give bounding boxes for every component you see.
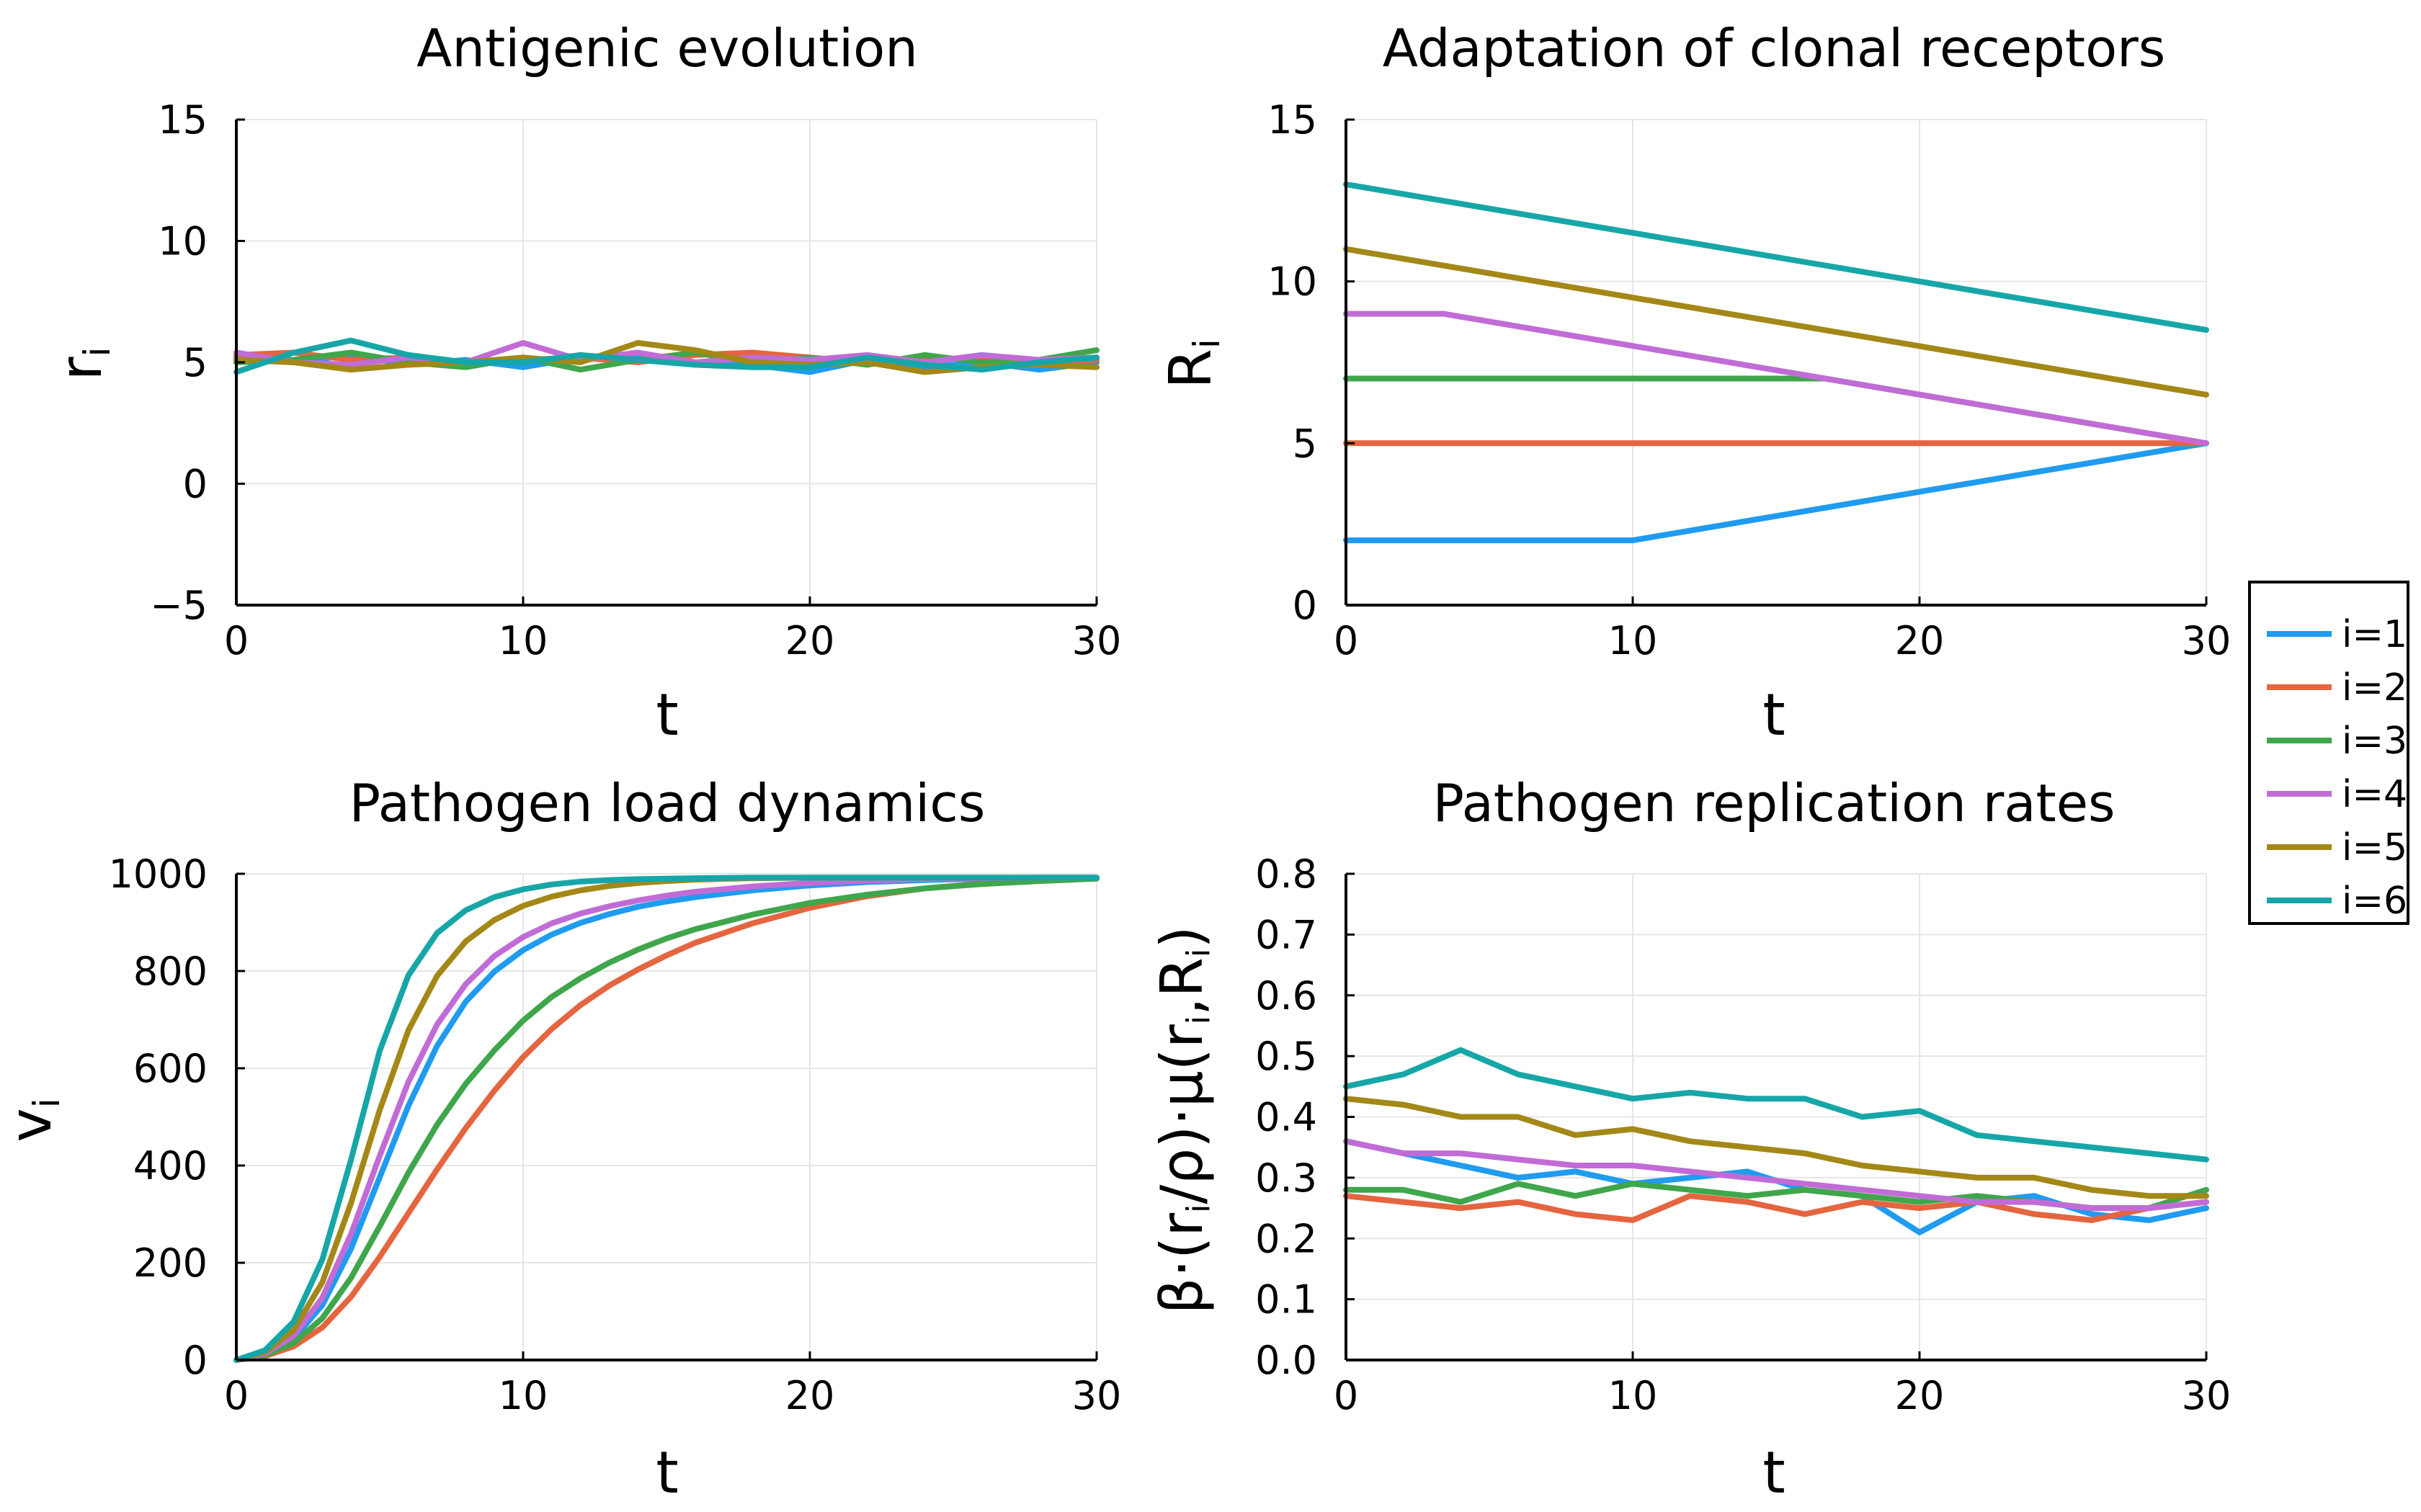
- y-axis-label-part: i: [1180, 1016, 1217, 1024]
- x-tick-label: 20: [1895, 618, 1945, 663]
- x-axis-label: t: [1762, 1439, 1785, 1506]
- legend-label: i=5: [2342, 826, 2407, 869]
- legend-label: i=4: [2342, 773, 2407, 816]
- x-tick-label: 20: [785, 1373, 835, 1418]
- y-tick-label: 5: [183, 340, 208, 385]
- series-line-i=4: [1343, 310, 2209, 447]
- y-axis-label-part: i: [1180, 949, 1217, 957]
- y-tick-label: 0.0: [1255, 1338, 1317, 1383]
- series-line-i=6: [233, 874, 1100, 1363]
- y-axis-label: ri: [48, 347, 118, 381]
- series-line-i=6: [1343, 181, 2209, 334]
- x-axis-label: t: [656, 1439, 678, 1506]
- y-tick-label: 800: [133, 949, 208, 994]
- y-tick-label: 0.4: [1255, 1095, 1317, 1140]
- y-tick-label: 600: [133, 1046, 208, 1091]
- y-tick-label: 0.1: [1255, 1277, 1317, 1323]
- chart-title: Pathogen load dynamics: [349, 773, 986, 833]
- x-tick-label: 10: [499, 1373, 548, 1418]
- y-axis-label-subscript: i: [1186, 339, 1228, 349]
- x-tick-label: 0: [224, 1373, 249, 1418]
- y-axis-label-part: i: [1180, 1204, 1217, 1213]
- y-tick-label: 0: [183, 462, 208, 507]
- y-tick-label: 1000: [109, 851, 208, 897]
- series-line-i=2: [1343, 1193, 2209, 1223]
- y-axis-label-part: β·(r: [1149, 1213, 1216, 1315]
- y-axis-label: β·(ri/ρ)·μ(ri,Ri): [1149, 926, 1217, 1315]
- y-tick-label: 200: [133, 1240, 208, 1286]
- legend-label: i=3: [2342, 720, 2407, 763]
- legend: i=1 i=2 i=3 i=4 i=5 i=6: [2248, 581, 2409, 925]
- panel-adaptation-of-clonal-receptors: Adaptation of clonal receptors t Ri 0 10 2…: [1157, 18, 2231, 748]
- y-axis-label: Ri: [1157, 339, 1228, 389]
- legend-label: i=6: [2342, 880, 2407, 923]
- chart-title: Antigenic evolution: [416, 18, 918, 79]
- y-tick-label: 15: [1267, 97, 1317, 143]
- series-line-i=3: [1343, 375, 2209, 447]
- legend-label: i=2: [2342, 666, 2407, 710]
- x-tick-label: 10: [499, 618, 548, 663]
- y-tick-label: 5: [1293, 421, 1317, 466]
- x-tick-label: 20: [785, 618, 835, 663]
- y-tick-label: 15: [158, 97, 208, 143]
- y-tick-label: 0: [183, 1338, 208, 1383]
- y-axis-label-part: ): [1149, 926, 1216, 949]
- y-axis-label-subscript: i: [26, 1098, 68, 1108]
- series-line-i=4: [233, 340, 1100, 368]
- x-tick-label: 10: [1608, 618, 1658, 663]
- panel-pathogen-load-dynamics: Pathogen load dynamics t vi 0 10 20 30 0 200 4…: [0, 773, 1121, 1506]
- y-tick-label: 0: [1293, 583, 1317, 628]
- x-tick-label: 30: [2182, 618, 2231, 663]
- y-axis-label-main: r: [48, 357, 115, 380]
- x-tick-label: 10: [1608, 1373, 1658, 1418]
- y-tick-label: 0.2: [1255, 1216, 1317, 1261]
- x-axis-label: t: [1762, 681, 1785, 748]
- x-axis-label: t: [656, 681, 678, 748]
- series-line-i=6: [233, 337, 1100, 375]
- y-tick-label: 0.6: [1255, 973, 1317, 1019]
- y-axis-label-main: v: [0, 1108, 64, 1142]
- x-tick-label: 0: [1334, 618, 1358, 663]
- x-tick-label: 30: [2182, 1373, 2231, 1418]
- panel-antigenic-evolution: Antigenic evolution t ri 0 10 20 30 −5 0 5 10 15: [48, 18, 1121, 748]
- y-tick-label: 0.7: [1255, 912, 1317, 957]
- series-line-i=5: [1343, 246, 2209, 398]
- series-line-i=6: [1343, 1047, 2209, 1163]
- y-tick-label: 400: [133, 1143, 208, 1189]
- chart-title: Adaptation of clonal receptors: [1383, 18, 2166, 79]
- panel-pathogen-replication-rates: Pathogen replication rates t β·(ri/ρ)·μ(…: [1149, 773, 2231, 1506]
- x-tick-label: 30: [1072, 1373, 1122, 1418]
- y-tick-label: 0.5: [1255, 1034, 1317, 1079]
- series-line-i=4: [1343, 1138, 2209, 1212]
- x-tick-label: 30: [1072, 618, 1122, 663]
- series-line-i=5: [233, 874, 1100, 1363]
- y-axis-label-part: /ρ)·μ(r: [1149, 1024, 1216, 1204]
- y-axis-label-part: ,R: [1149, 957, 1216, 1016]
- y-tick-label: −5: [150, 583, 208, 628]
- y-axis-label: vi: [0, 1098, 68, 1142]
- series-line-i=3: [233, 875, 1100, 1363]
- y-tick-label: 0.8: [1255, 851, 1317, 897]
- chart-title: Pathogen replication rates: [1432, 773, 2115, 833]
- x-tick-label: 0: [224, 618, 249, 663]
- series-line-i=2: [233, 875, 1100, 1363]
- y-tick-label: 10: [1267, 259, 1317, 305]
- legend-label: i=1: [2342, 613, 2407, 656]
- series-line-i=1: [1343, 440, 2209, 544]
- y-axis-label-subscript: i: [76, 347, 118, 357]
- series-line-i=1: [233, 874, 1100, 1363]
- y-tick-label: 10: [158, 219, 208, 264]
- legend-box: [2248, 581, 2409, 925]
- x-tick-label: 20: [1895, 1373, 1945, 1418]
- y-tick-label: 0.3: [1255, 1155, 1317, 1201]
- y-axis-label-main: R: [1157, 349, 1224, 389]
- series-line-i=4: [233, 874, 1100, 1363]
- series-line-i=5: [1343, 1096, 2209, 1199]
- x-tick-label: 0: [1334, 1373, 1358, 1418]
